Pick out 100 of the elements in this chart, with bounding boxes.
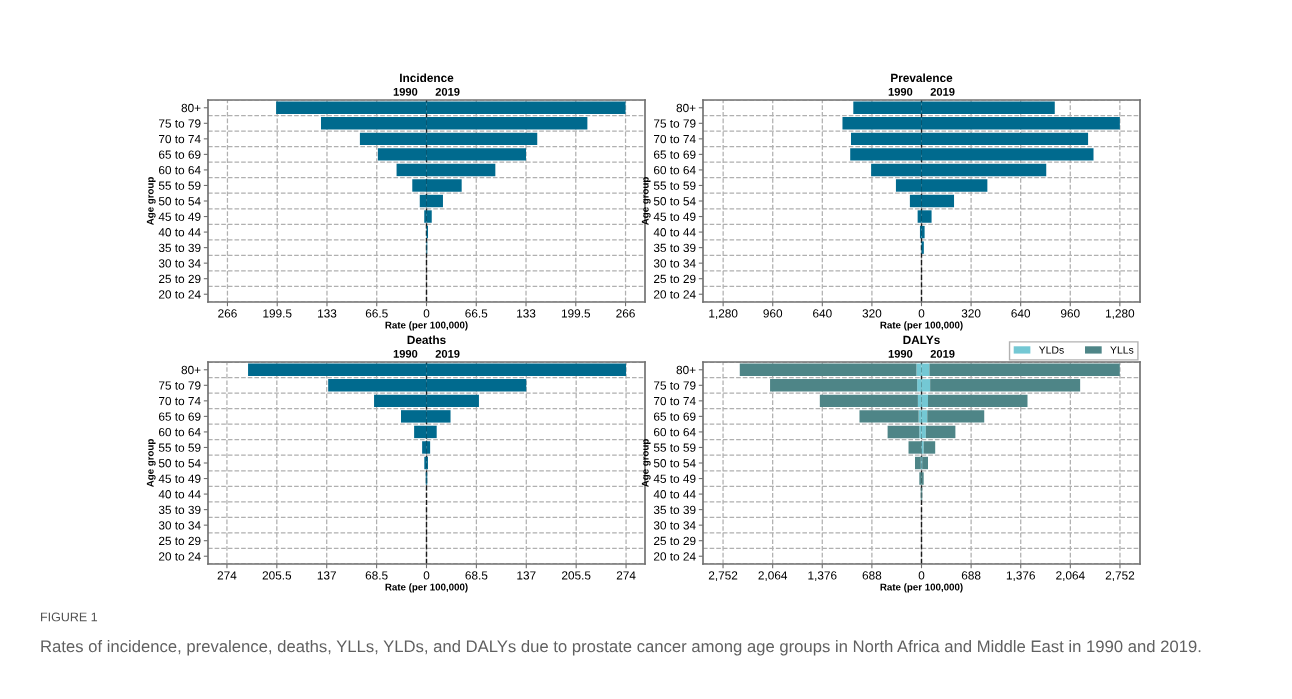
x-tick-label: 199.5 (561, 309, 591, 318)
y-tick-label: 50 to 54 (653, 459, 696, 468)
y-tick-label: 45 to 49 (158, 474, 201, 483)
y-tick-label: 50 to 54 (158, 459, 201, 468)
x-tick-label: 2,752 (708, 571, 738, 582)
y-tick-label: 60 to 64 (653, 427, 696, 437)
text: 2019 (930, 349, 955, 358)
y-tick-label: 55 to 59 (158, 443, 201, 452)
chart-title: Deaths (407, 335, 446, 345)
x-tick-label: 2,064 (1056, 571, 1085, 582)
y-tick-label: 50 to 54 (158, 197, 201, 206)
text: 1990 (888, 87, 913, 96)
x-tick-label: 0 (918, 309, 925, 318)
y-tick-label: 50 to 54 (653, 197, 696, 206)
x-tick-label: 137 (317, 571, 336, 580)
x-tick-label: 205.5 (562, 571, 591, 580)
y-tick-label: 65 to 69 (158, 150, 201, 159)
x-tick-label: 66.5 (365, 309, 388, 318)
legend-label: YLDs (1038, 346, 1064, 354)
x-tick-label: 0 (423, 571, 430, 580)
x-tick-label: 960 (1060, 309, 1080, 318)
y-tick-label: 65 to 69 (653, 412, 696, 421)
x-tick-label: 133 (517, 309, 536, 318)
legend-label: YLLs (1110, 346, 1134, 354)
x-tick-label: 68.5 (465, 571, 488, 580)
y-tick-label: 25 to 29 (158, 536, 201, 546)
y-tick-label: 70 to 74 (159, 396, 201, 406)
y-tick-label: 30 to 34 (653, 521, 696, 530)
y-tick-label: 55 to 59 (653, 443, 696, 452)
text: 2019 (930, 87, 955, 96)
x-tick-label: 320 (862, 309, 882, 318)
x-tick-label: 274 (616, 571, 636, 580)
y-tick-label: 75 to 79 (159, 381, 201, 390)
y-tick-label: 70 to 74 (654, 134, 696, 144)
chart-title: Prevalence (891, 73, 953, 83)
y-tick-label: 20 to 24 (158, 290, 201, 299)
y-tick-label: 30 to 34 (653, 259, 696, 268)
y-tick-label: 45 to 49 (653, 474, 696, 483)
y-tick-label: 20 to 24 (653, 552, 696, 561)
x-tick-label: 0 (918, 571, 925, 580)
x-tick-label: 320 (961, 309, 981, 318)
y-tick-label: 35 to 39 (158, 505, 201, 515)
y-tick-label: 25 to 29 (653, 274, 696, 284)
x-tick-label: 640 (1011, 309, 1031, 318)
y-tick-label: 80+ (676, 365, 696, 375)
y-tick-label: 40 to 44 (158, 490, 201, 499)
y-tick-label: 75 to 79 (654, 119, 696, 128)
y-axis-title: Age group (641, 177, 651, 226)
y-tick-label: 30 to 34 (158, 521, 201, 530)
x-tick-label: 960 (763, 309, 783, 318)
y-tick-label: 70 to 74 (654, 396, 696, 406)
x-tick-label: 1,376 (1006, 571, 1035, 582)
y-tick-label: 60 to 64 (653, 165, 696, 175)
y-tick-label: 40 to 44 (653, 490, 696, 499)
caption: FIGURE 1 (41, 612, 98, 622)
y-tick-label: 40 to 44 (158, 228, 201, 237)
text: Rates of incidence, prevalence, deaths, YLLs, YLDs, and DALYs due to prostate cancer among age groups in North Africa and Middle East in 1990 and 2019. (41, 640, 1201, 656)
y-tick-label: 80+ (676, 103, 696, 113)
x-tick-label: 274 (217, 571, 237, 580)
text: 2019 (435, 87, 460, 96)
y-tick-label: 35 to 39 (158, 243, 201, 253)
x-tick-label: 2,064 (758, 571, 788, 582)
y-tick-label: 60 to 64 (158, 165, 201, 175)
y-tick-label: 25 to 29 (653, 536, 696, 546)
y-tick-label: 30 to 34 (158, 259, 201, 268)
y-tick-label: 25 to 29 (158, 274, 201, 284)
y-tick-label: 20 to 24 (653, 290, 696, 299)
x-tick-label: 1,280 (1105, 309, 1135, 320)
x-tick-label: 133 (318, 309, 337, 318)
text: 1990 (393, 349, 418, 358)
x-axis-title: Rate (per 100,000) (880, 321, 963, 331)
y-tick-label: 60 to 64 (158, 427, 201, 437)
x-tick-label: 688 (961, 571, 981, 580)
x-tick-label: 1,280 (709, 309, 738, 320)
x-axis-title: Rate (per 100,000) (880, 583, 963, 593)
y-tick-label: 80+ (181, 103, 201, 113)
y-axis-title: Age group (146, 439, 156, 488)
chart-title: Incidence (400, 73, 454, 83)
y-tick-label: 75 to 79 (654, 381, 696, 390)
x-tick-label: 68.5 (365, 571, 388, 580)
text: 1990 (393, 87, 418, 96)
x-tick-label: 0 (423, 309, 430, 318)
y-tick-label: 40 to 44 (653, 228, 696, 237)
chart-title: DALYs (903, 335, 940, 345)
x-axis-title: Rate (per 100,000) (385, 583, 468, 593)
x-tick-label: 266 (218, 309, 237, 318)
y-tick-label: 75 to 79 (159, 119, 201, 128)
y-tick-label: 45 to 49 (653, 212, 696, 221)
y-tick-label: 65 to 69 (158, 412, 201, 421)
x-tick-label: 688 (862, 571, 882, 580)
y-axis-title: Age group (641, 439, 651, 488)
x-tick-label: 205.5 (262, 571, 292, 580)
x-tick-label: 1,376 (808, 571, 837, 582)
y-tick-label: 65 to 69 (653, 150, 696, 159)
y-tick-label: 20 to 24 (158, 552, 201, 561)
y-tick-label: 35 to 39 (653, 505, 696, 515)
text: 1990 (888, 349, 913, 358)
y-tick-label: 80+ (181, 365, 201, 375)
x-axis-title: Rate (per 100,000) (385, 321, 468, 331)
x-tick-label: 66.5 (465, 309, 488, 318)
